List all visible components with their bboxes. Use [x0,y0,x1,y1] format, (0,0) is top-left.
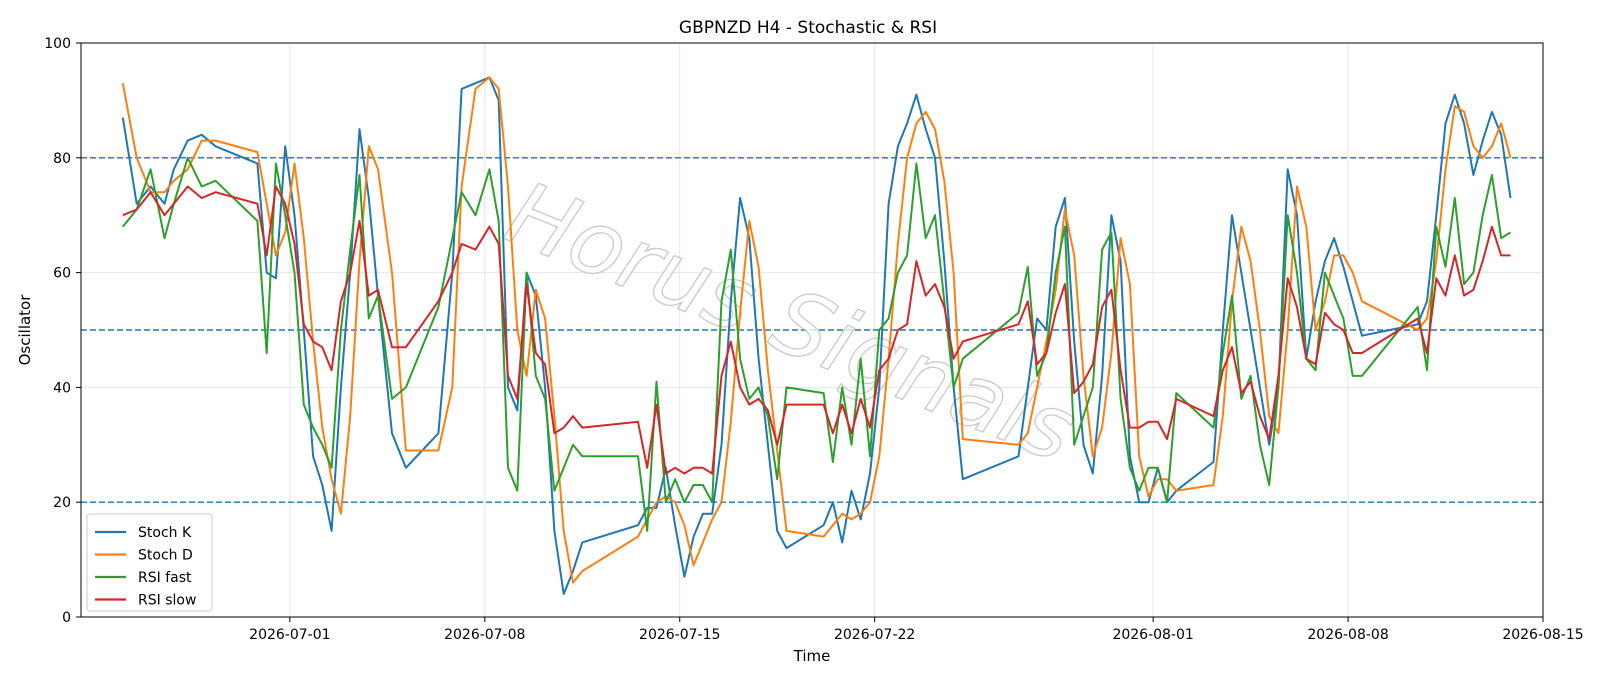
y-axis-label: Oscillator [16,294,34,366]
x-tick-label: 2026-07-08 [444,627,525,643]
legend-box [86,513,213,612]
y-tick-label: 100 [44,36,71,52]
y-tick-label: 60 [53,266,71,282]
legend-label: Stoch D [138,548,193,564]
legend: Stoch K Stoch D RSI fast RSI slow [86,513,213,612]
series-line-stoch-d [121,76,1512,584]
legend-label: Stoch K [138,525,192,541]
x-tick-label: 2026-07-15 [639,627,720,643]
chart-title: GBPNZD H4 - Stochastic & RSI [679,18,937,38]
series-line-rsi-slow [122,185,1511,475]
legend-label: RSI slow [138,593,196,609]
plot-frame [80,42,1544,618]
series-lines [121,76,1512,595]
y-tick-label: 80 [53,151,71,167]
x-axis-ticks: 2026-07-01 2026-07-08 2026-07-15 2026-07-22… [249,617,1584,643]
y-tick-label: 0 [62,610,71,626]
reference-lines [81,157,1543,503]
legend-label: RSI fast [138,570,192,586]
x-tick-label: 2026-08-15 [1502,627,1583,643]
y-tick-label: 40 [53,380,71,396]
x-axis-label: Time [793,647,831,665]
x-tick-label: 2026-08-08 [1307,627,1388,643]
y-axis-ticks: 0 20 40 60 80 100 [44,36,81,626]
y-tick-label: 20 [53,495,71,511]
x-tick-label: 2026-08-01 [1112,627,1193,643]
x-tick-label: 2026-07-01 [249,627,330,643]
x-tick-label: 2026-07-22 [834,627,915,643]
